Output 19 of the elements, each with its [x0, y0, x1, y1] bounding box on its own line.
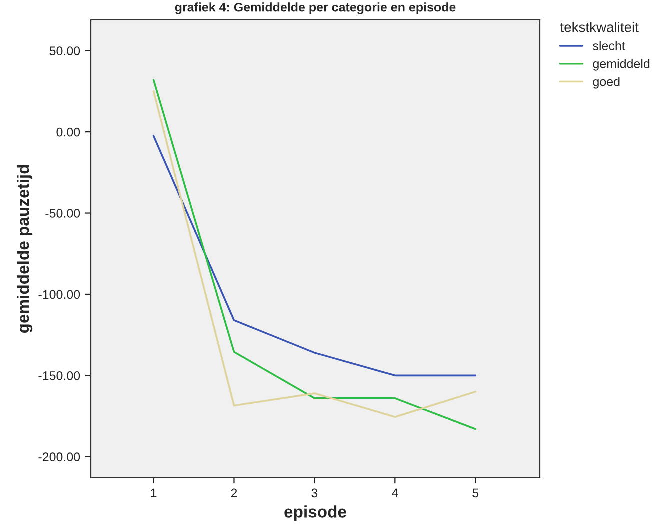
y-tick-label: 0.00 [56, 128, 80, 137]
y-tick-label: 50.00 [50, 46, 80, 56]
y-tick-label: -200.00 [38, 452, 80, 462]
y-tick-label: -150.00 [38, 371, 80, 380]
legend-label: goed [593, 77, 620, 89]
x-tick-label: 1 [151, 488, 157, 498]
x-tick-label: 4 [392, 488, 398, 498]
x-axis-title: episode [284, 506, 346, 522]
x-tick-label: 5 [472, 488, 479, 498]
line-series [152, 135, 477, 377]
legend-label: slecht [593, 41, 626, 50]
x-tick-label: 2 [231, 488, 238, 498]
y-tick-label: -50.00 [46, 209, 80, 218]
legend-label: gemiddeld [593, 59, 650, 71]
legend-title: tekstkwaliteit [560, 22, 639, 32]
y-axis-title: gemiddelde pauzetijd [17, 165, 33, 334]
x-tick-label: 3 [312, 488, 318, 498]
chart-title: grafiek 4: Gemiddelde per categorie en episode [175, 2, 456, 14]
y-tick-label: -100.00 [38, 290, 80, 300]
